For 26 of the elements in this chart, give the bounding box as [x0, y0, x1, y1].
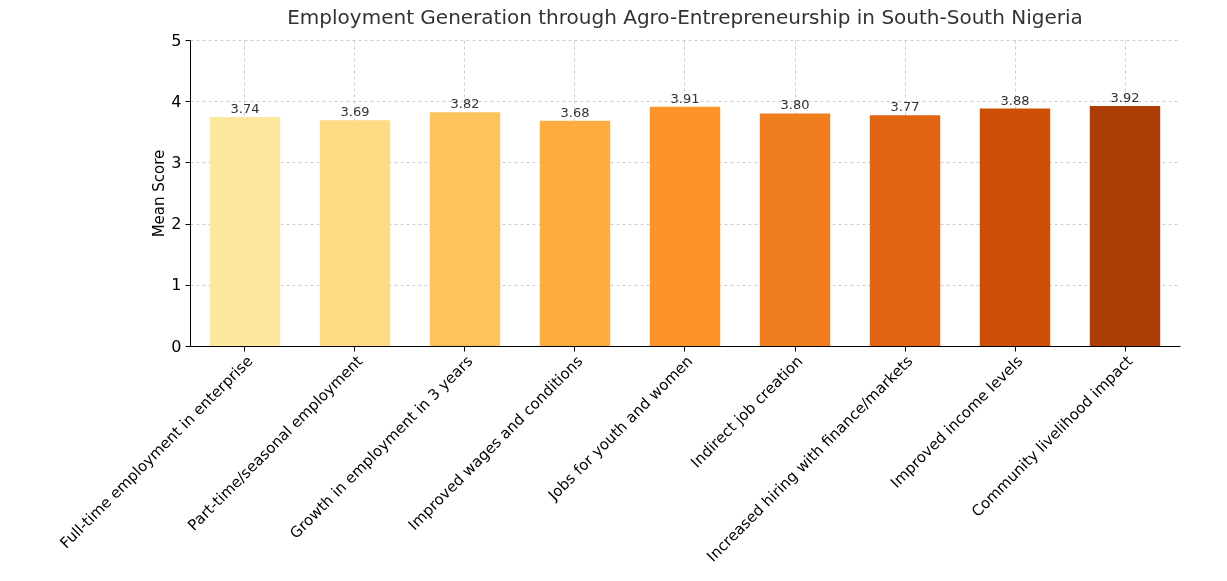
bar — [429, 112, 501, 346]
bar — [979, 108, 1051, 346]
y-axis-title: Mean Score — [150, 149, 169, 238]
bar — [319, 120, 391, 346]
data-label: 3.88 — [1000, 92, 1030, 108]
chart-title: Employment Generation through Agro-Entrepreneurship in South-South Nigeria — [287, 5, 1083, 29]
bar — [649, 106, 721, 346]
bar — [539, 120, 611, 346]
y-tick-label: 4 — [171, 91, 182, 111]
y-tick-label: 1 — [171, 275, 182, 295]
data-label: 3.68 — [560, 104, 590, 120]
data-label: 3.92 — [1110, 90, 1140, 106]
data-label: 3.80 — [780, 97, 810, 113]
data-label: 3.82 — [450, 96, 480, 112]
y-tick-label: 0 — [171, 336, 182, 356]
data-label: 3.74 — [230, 101, 260, 117]
y-tick-label: 5 — [171, 30, 182, 50]
y-tick-label: 3 — [171, 152, 182, 172]
bar — [1089, 106, 1161, 346]
bar — [869, 115, 941, 346]
bar — [209, 117, 281, 346]
data-label: 3.77 — [890, 99, 920, 115]
y-tick-label: 2 — [171, 214, 182, 234]
bar — [759, 113, 831, 346]
data-label: 3.69 — [340, 104, 370, 120]
data-label: 3.91 — [670, 90, 700, 106]
